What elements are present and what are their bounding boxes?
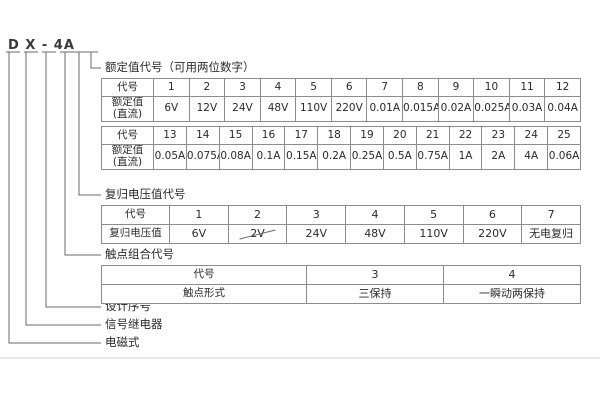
row-header-code: 代号 — [101, 126, 154, 145]
table-row: 代号 1 2 3 4 5 6 7 8 9 10 11 12 — [101, 78, 581, 97]
reset-value-cell-7: 无电复归 — [521, 224, 581, 244]
rating-value-cell-12: 0.04A — [544, 96, 581, 122]
reset-code-cell-5: 5 — [403, 205, 464, 225]
rating-value-cell-3: 24V — [224, 96, 261, 122]
code-cell-18: 18 — [317, 126, 352, 145]
rating-value-cell-22: 1A — [448, 144, 483, 170]
code-cell-23: 23 — [481, 126, 516, 145]
rating-value-cell-6: 220V — [330, 96, 368, 122]
reset-code-cell-2: 2 — [227, 205, 288, 225]
code-cell-12: 12 — [544, 78, 581, 97]
reset-code-cell-3: 3 — [286, 205, 347, 225]
caption-design-serial: 设计序号 — [105, 299, 151, 313]
model-code-label: D X - 4A — [8, 38, 75, 53]
table-row: 复归电压值 6V 2V 24V 48V 110V 220V 无电复归 — [101, 224, 581, 244]
table-row: 触点形式 三保持 一瞬动两保持 — [101, 284, 581, 304]
code-cell-10: 10 — [473, 78, 510, 97]
rating-value-cell-9: 0.02A — [437, 96, 475, 122]
contact-form-cell-3: 三保持 — [306, 284, 444, 304]
rating-value-cell-1: 6V — [153, 96, 190, 122]
code-cell-14: 14 — [185, 126, 220, 145]
row-header-code: 代号 — [101, 265, 307, 285]
rating-value-cell-21: 0.75A — [415, 144, 450, 170]
reset-code-cell-7: 7 — [521, 205, 581, 225]
row-header-code: 代号 — [101, 78, 154, 97]
contact-code-cell-3: 3 — [306, 265, 444, 285]
rating-value-cell-25: 0.06A — [547, 144, 581, 170]
rating-value-cell-11: 0.03A — [508, 96, 546, 122]
rating-table-codes-13-25: 代号 13 14 15 16 17 18 19 20 21 22 23 24 25 额定值 (直流) 0.05… — [101, 126, 581, 170]
rating-value-cell-14: 0.075A — [185, 144, 220, 170]
code-cell-8: 8 — [402, 78, 439, 97]
row-header-reset-voltage: 复归电压值 — [101, 224, 170, 244]
reset-value-cell-4: 48V — [345, 224, 405, 244]
code-cell-13: 13 — [153, 126, 187, 145]
code-cell-21: 21 — [415, 126, 450, 145]
code-cell-9: 9 — [437, 78, 475, 97]
rating-value-cell-13: 0.05A — [153, 144, 187, 170]
rating-value-cell-23: 2A — [481, 144, 516, 170]
rating-value-cell-10: 0.025A — [473, 96, 510, 122]
reset-value-cell-2: 2V — [227, 224, 288, 244]
rating-value-cell-15: 0.08A — [218, 144, 253, 170]
code-cell-4: 4 — [259, 78, 297, 97]
caption-contact-combination-code: 触点组合代号 — [105, 247, 174, 261]
rating-value-cell-4: 48V — [259, 96, 297, 122]
rating-value-cell-18: 0.2A — [317, 144, 352, 170]
bottom-divider — [0, 357, 600, 359]
code-cell-24: 24 — [514, 126, 549, 145]
contact-form-cell-4: 一瞬动两保持 — [443, 284, 581, 304]
code-cell-2: 2 — [188, 78, 226, 97]
reset-voltage-table: 代号 1 2 3 4 5 6 7 复归电压值 6V 2V 24V 48V 110V 220V 无电复归 — [101, 205, 581, 244]
reset-code-cell-1: 1 — [169, 205, 229, 225]
table-row: 额定值(直流)0.05A0.075A0.08A0.1A0.15A0.2A0.25… — [101, 144, 581, 170]
code-cell-16: 16 — [251, 126, 286, 145]
code-cell-15: 15 — [218, 126, 253, 145]
rating-value-cell-5: 110V — [295, 96, 332, 122]
row-header-rating: 额定值 (直流) — [101, 96, 154, 122]
table-row: 代号 3 4 — [101, 265, 581, 285]
reset-value-cell-5: 110V — [403, 224, 464, 244]
code-cell-20: 20 — [382, 126, 417, 145]
contact-code-cell-4: 4 — [443, 265, 581, 285]
reset-value-cell-6: 220V — [462, 224, 523, 244]
rating-value-cell-8: 0.015A — [402, 96, 439, 122]
table-row: 额定值 (直流) 6V 12V 24V 48V 110V 220V 0.01A 0.015A 0.0… — [101, 96, 581, 122]
reset-value-cell-1: 6V — [169, 224, 229, 244]
code-cell-1: 1 — [153, 78, 190, 97]
rating-value-cell-17: 0.15A — [284, 144, 319, 170]
rating-table-codes-1-12: 代号 1 2 3 4 5 6 7 8 9 10 11 12 额定值 (直流) 6V 12V 24V 48V 110V… — [101, 78, 581, 122]
rating-value-cell-16: 0.1A — [251, 144, 286, 170]
caption-signal-relay: 信号继电器 — [105, 317, 163, 331]
rating-value-cell-24: 4A — [514, 144, 549, 170]
reset-code-cell-4: 4 — [345, 205, 405, 225]
row-header-rating: 额定值 (直流) — [101, 144, 154, 170]
code-cell-19: 19 — [350, 126, 384, 145]
contact-combination-table: 代号 3 4 触点形式 三保持 一瞬动两保持 — [101, 265, 581, 304]
code-cell-22: 22 — [448, 126, 483, 145]
row-header-code: 代号 — [101, 205, 170, 225]
reset-code-cell-6: 6 — [462, 205, 523, 225]
row-header-contact-form: 触点形式 — [101, 284, 307, 304]
rating-value-cell-20: 0.5A — [382, 144, 417, 170]
rating-value-cell-19: 0.25A — [350, 144, 384, 170]
caption-rating-code: 额定值代号（可用两位数字） — [105, 60, 255, 74]
table-row: 代号 1 2 3 4 5 6 7 — [101, 205, 581, 225]
caption-electromagnetic: 电磁式 — [105, 335, 140, 349]
caption-reset-voltage-code: 复归电压值代号 — [105, 187, 186, 201]
reset-value-cell-3: 24V — [286, 224, 347, 244]
rating-value-cell-7: 0.01A — [366, 96, 404, 122]
code-cell-11: 11 — [508, 78, 546, 97]
code-cell-17: 17 — [284, 126, 319, 145]
rating-value-cell-2: 12V — [188, 96, 226, 122]
code-cell-25: 25 — [547, 126, 581, 145]
code-cell-7: 7 — [366, 78, 404, 97]
code-cell-6: 6 — [330, 78, 368, 97]
table-row: 代号 13 14 15 16 17 18 19 20 21 22 23 24 25 — [101, 126, 581, 145]
code-cell-3: 3 — [224, 78, 261, 97]
code-cell-5: 5 — [295, 78, 332, 97]
